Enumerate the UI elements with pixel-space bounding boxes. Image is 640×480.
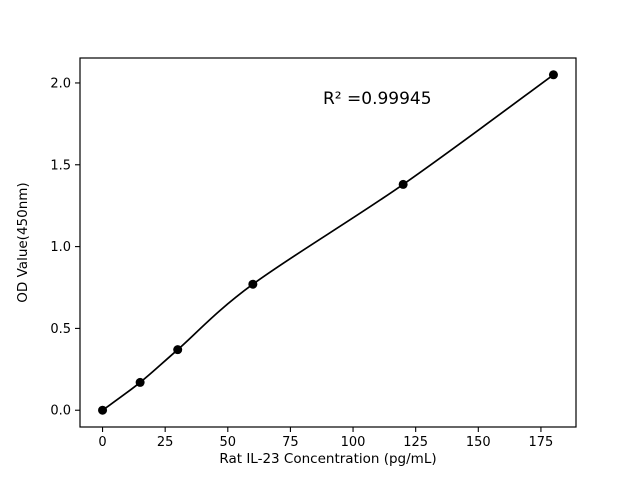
axis-ticks: 0 25 50 75 100 125 150 175 0.0 0.5 1.0 1.5 2.0 <box>50 76 553 450</box>
data-point <box>398 179 408 189</box>
data-point <box>248 279 258 289</box>
x-tick-label: 100 <box>341 435 366 450</box>
x-tick-label: 25 <box>157 435 174 450</box>
x-tick-label: 50 <box>220 435 237 450</box>
y-tick-label: 0.5 <box>50 322 71 337</box>
y-tick-label: 2.0 <box>50 76 71 91</box>
x-tick-label: 150 <box>466 435 491 450</box>
y-tick-label: 1.5 <box>50 158 71 173</box>
y-axis-label: OD Value(450nm) <box>15 182 31 302</box>
x-tick-label: 75 <box>282 435 299 450</box>
data-point <box>548 70 558 80</box>
data-point <box>135 377 145 387</box>
x-axis-label: Rat IL-23 Concentration (pg/mL) <box>219 451 436 467</box>
data-point <box>98 405 108 415</box>
data-point <box>173 345 183 355</box>
x-tick-label: 125 <box>403 435 428 450</box>
r-squared-annotation: R² =0.99945 <box>323 89 432 109</box>
x-tick-label: 175 <box>529 435 554 450</box>
scatter-points <box>98 70 558 415</box>
x-tick-label: 0 <box>98 435 106 450</box>
y-tick-label: 0.0 <box>50 404 71 419</box>
y-tick-label: 1.0 <box>50 240 71 255</box>
plot-border <box>79 57 577 428</box>
